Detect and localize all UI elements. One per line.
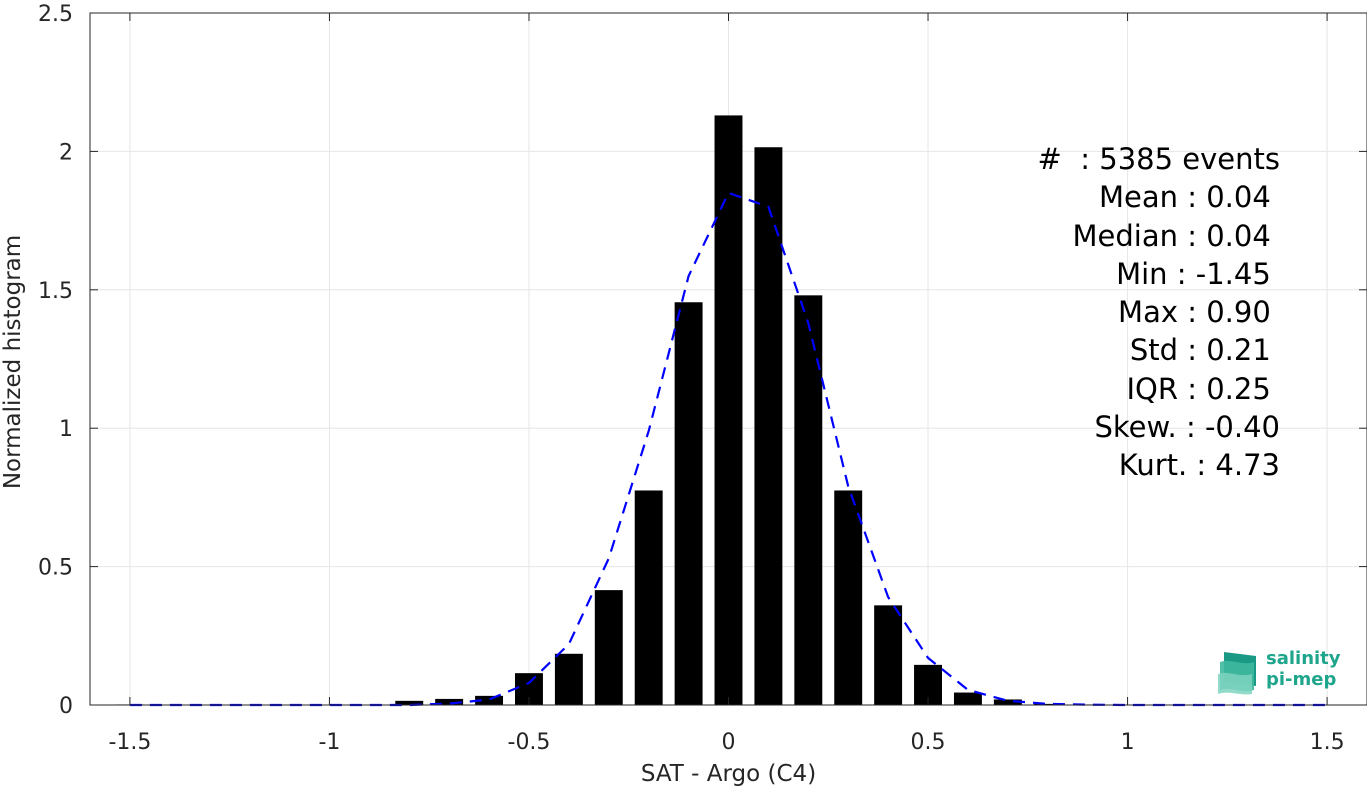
y-tick-label: 1 — [59, 417, 73, 442]
histogram-bar — [794, 295, 823, 705]
histogram-bar — [435, 698, 464, 705]
bars — [115, 115, 1102, 706]
logo-line-2: pi-mep — [1266, 669, 1337, 690]
stat-std: Std : 0.21 — [1129, 333, 1280, 368]
histogram-bar — [1033, 703, 1062, 705]
x-tick-label: -0.5 — [508, 730, 551, 755]
stat-iqr: IQR : 0.25 — [1126, 371, 1280, 406]
y-axis-label: Normalized histogram — [0, 235, 26, 489]
histogram-bar — [834, 490, 863, 705]
stat-count: # : 5385 events — [1037, 142, 1280, 176]
x-axis-label: SAT - Argo (C4) — [641, 761, 816, 787]
histogram-bar — [395, 700, 424, 705]
x-tick-label: -1.5 — [108, 730, 151, 755]
logo-wave-icon — [1218, 652, 1256, 695]
stat-max: Max : 0.90 — [1118, 295, 1280, 330]
histogram-bar — [953, 692, 982, 705]
histogram-bar — [634, 490, 663, 705]
histogram-bar — [475, 695, 504, 705]
histogram-bar — [874, 605, 903, 705]
stat-skew: Skew. : -0.40 — [1094, 410, 1280, 445]
salinity-pi-mep-logo: salinity pi-mep — [1216, 646, 1346, 696]
stat-median: Median : 0.04 — [1072, 218, 1280, 253]
stat-min: Min : -1.45 — [1116, 256, 1280, 291]
histogram-bar — [754, 147, 783, 706]
histogram-bar — [594, 590, 623, 705]
histogram-bar — [554, 653, 583, 705]
y-tick-label: 0.5 — [38, 556, 73, 581]
x-tick-label: 0 — [722, 730, 736, 755]
x-axis-ticks: -1.5 -1 -0.5 0 0.5 1 1.5 — [108, 13, 1345, 755]
y-tick-label: 2 — [59, 140, 73, 165]
y-tick-label: 2.5 — [38, 2, 73, 27]
statistics-panel: # : 5385 events Mean : 0.04 Median : 0.0… — [960, 140, 1280, 485]
histogram-bar — [714, 115, 743, 705]
y-axis-ticks: 0 0.5 1 1.5 2 2.5 — [38, 2, 1367, 719]
stat-kurt: Kurt. : 4.73 — [1118, 448, 1280, 483]
x-tick-label: -1 — [318, 730, 340, 755]
x-tick-label: 1.5 — [1310, 730, 1345, 755]
histogram-bar — [993, 699, 1022, 705]
x-tick-label: 1 — [1121, 730, 1135, 755]
y-tick-label: 1.5 — [38, 279, 73, 304]
stat-mean: Mean : 0.04 — [1098, 180, 1280, 215]
y-tick-label: 0 — [59, 694, 73, 719]
x-tick-label: 0.5 — [911, 730, 946, 755]
logo-line-1: salinity — [1266, 648, 1341, 669]
histogram-bar — [674, 302, 703, 705]
